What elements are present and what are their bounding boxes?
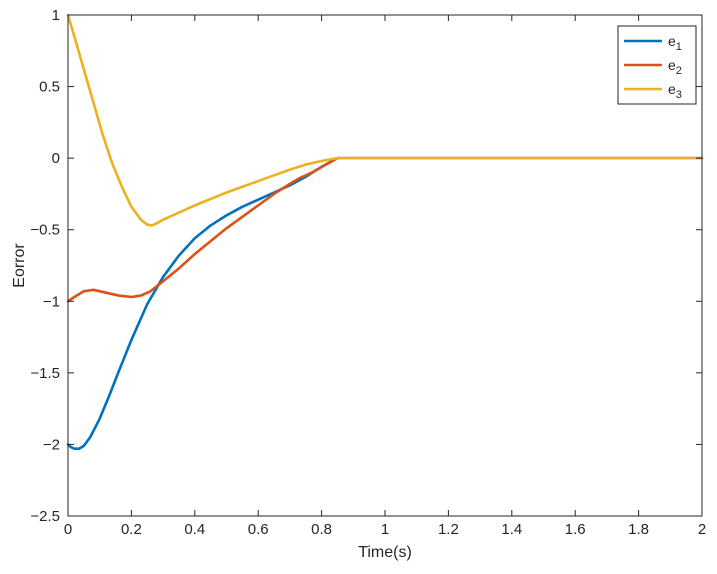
- x-tick-label: 0.6: [248, 521, 269, 538]
- y-tick-label: −2: [43, 436, 60, 453]
- x-tick-label: 0.8: [311, 521, 332, 538]
- x-tick-label: 1.6: [565, 521, 586, 538]
- legend: e1 e2 e3: [617, 25, 697, 105]
- y-tick-label: −0.5: [30, 222, 60, 239]
- x-tick-label: 0: [64, 521, 72, 538]
- y-tick-label: −1.5: [30, 365, 60, 382]
- y-tick-label: 0.5: [39, 79, 60, 96]
- x-axis-label: Time(s): [358, 544, 412, 561]
- legend-label-e3: e3: [668, 81, 682, 101]
- x-tick-label: 2: [698, 521, 706, 538]
- y-tick-label: 0: [52, 150, 60, 167]
- y-axis-label: Eorror: [11, 243, 28, 288]
- x-tick-label: 1: [381, 521, 389, 538]
- x-axis: 0 0.2 0.4 0.6 0.8 1 1.2 1.4 1.6 1.8 2: [64, 15, 706, 538]
- y-tick-label: 1: [52, 7, 60, 24]
- x-tick-label: 1.4: [501, 521, 522, 538]
- x-tick-label: 0.4: [184, 521, 205, 538]
- x-tick-label: 1.8: [628, 521, 649, 538]
- y-axis: 1 0.5 0 −0.5 −1 −1.5 −2 −2.5: [30, 7, 702, 525]
- y-tick-label: −2.5: [30, 508, 60, 525]
- legend-label-e2: e2: [668, 57, 682, 77]
- plot-area: [68, 15, 702, 516]
- x-tick-label: 0.2: [121, 521, 142, 538]
- series-layer: [66, 13, 704, 451]
- legend-label-e1: e1: [668, 33, 682, 53]
- x-tick-label: 1.2: [438, 521, 459, 538]
- y-tick-label: −1: [43, 293, 60, 310]
- series-line-e3: [66, 13, 704, 227]
